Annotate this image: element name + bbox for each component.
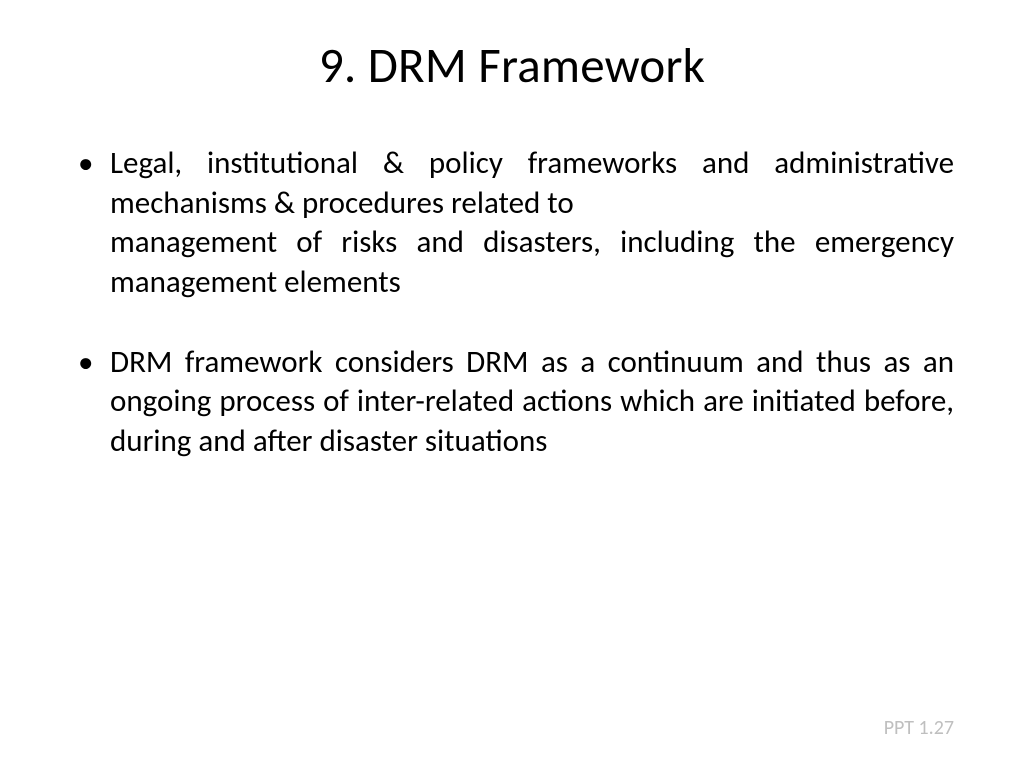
slide: 9. DRM Framework Legal, institutional & … — [0, 0, 1024, 768]
bullet-2: DRM framework considers DRM as a continu… — [70, 343, 954, 462]
slide-footer: PPT 1.27 — [884, 716, 954, 740]
bullet-2-lead: DRM framework considers DRM as a continu… — [110, 343, 954, 460]
bullet-1: Legal, institutional & policy frameworks… — [70, 144, 954, 223]
slide-title: 9. DRM Framework — [70, 36, 954, 96]
spacer — [70, 303, 954, 343]
bullet-1-cont: management of risks and disasters, inclu… — [70, 223, 954, 302]
bullet-1-lead: Legal, institutional & policy frameworks… — [110, 144, 954, 222]
slide-body: Legal, institutional & policy frameworks… — [70, 144, 954, 462]
